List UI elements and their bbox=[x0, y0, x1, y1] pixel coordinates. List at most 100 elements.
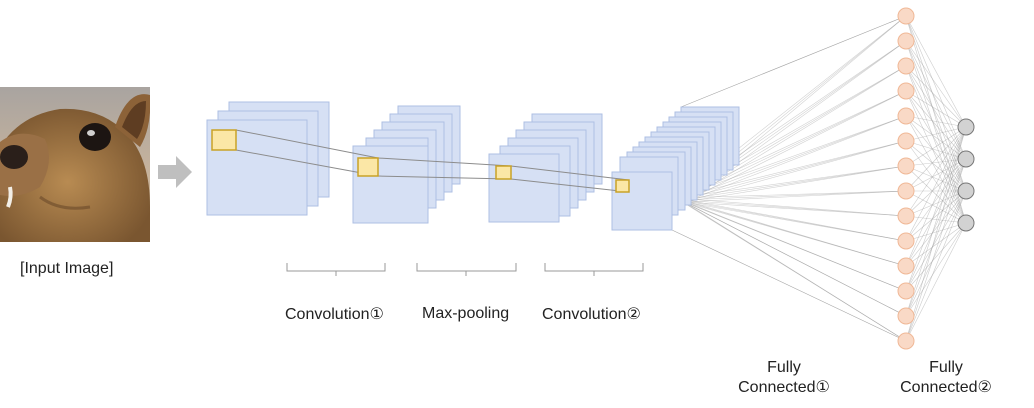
fc-connection-line bbox=[905, 15, 967, 224]
fc-connection-line bbox=[679, 190, 907, 201]
fc-connection-line bbox=[905, 15, 967, 160]
fc-connection-line bbox=[683, 201, 907, 292]
conv2-label: Convolution② bbox=[542, 306, 641, 323]
fc-connection-line bbox=[905, 90, 967, 192]
fc2-node bbox=[957, 214, 975, 232]
fc-connection-line bbox=[675, 197, 907, 242]
conv1-label: Convolution① bbox=[285, 306, 384, 323]
fc-connection-line bbox=[679, 199, 907, 217]
fc-connection-line bbox=[905, 190, 967, 267]
fc-connection-line bbox=[675, 197, 907, 292]
fc-edge-line bbox=[680, 15, 907, 108]
fc-connection-line bbox=[905, 190, 967, 217]
fc1-node bbox=[897, 282, 915, 300]
fc-connection-line bbox=[905, 158, 967, 242]
fc1-label-line2: Connected① bbox=[738, 379, 830, 396]
conv1-kernel bbox=[211, 129, 237, 151]
fc-connection-line bbox=[905, 165, 967, 192]
fc-connection-line bbox=[905, 158, 967, 342]
fc-connection-line bbox=[905, 65, 967, 224]
fc-connection-line bbox=[905, 126, 967, 317]
fc-connection-line bbox=[905, 126, 967, 292]
pool-kernel bbox=[357, 157, 379, 177]
fc-connection-line bbox=[905, 126, 967, 342]
fc-connection-line bbox=[683, 90, 907, 203]
conv2-bracket bbox=[544, 263, 644, 276]
fc-connection-line bbox=[905, 158, 967, 292]
fc-connection-line bbox=[675, 197, 907, 317]
fc1-node bbox=[897, 157, 915, 175]
fc1-node bbox=[897, 82, 915, 100]
fc-connection-line bbox=[683, 165, 907, 203]
fc-connection-line bbox=[683, 201, 907, 342]
fc-connection-line bbox=[905, 222, 967, 267]
fc-connection-line bbox=[679, 140, 907, 201]
fc-connection-line bbox=[679, 199, 907, 317]
fc-connection-line bbox=[905, 126, 967, 267]
fc-connection-line bbox=[683, 201, 907, 317]
fc2-nodes bbox=[957, 118, 975, 232]
fc2-label-line2: Connected② bbox=[900, 379, 992, 396]
fc-connection-line bbox=[683, 201, 907, 267]
fc-connection-line bbox=[905, 65, 967, 160]
conv2-map-front bbox=[488, 153, 560, 223]
fc-connection-line bbox=[905, 40, 967, 224]
fc-connection-line bbox=[679, 199, 907, 267]
fc-connection-line bbox=[905, 65, 967, 192]
input-image bbox=[0, 87, 150, 242]
fc-connection-line bbox=[905, 40, 967, 128]
fc-connection-line bbox=[905, 126, 967, 167]
fc-connection-line bbox=[675, 197, 907, 267]
conv1-feature-maps bbox=[206, 101, 330, 216]
fc2-label-line1: Fully bbox=[929, 359, 963, 376]
fc2-label: Fully Connected② bbox=[886, 358, 1006, 398]
fc-connection-line bbox=[905, 126, 967, 192]
fc-connection-line bbox=[905, 190, 967, 317]
fc-connection-line bbox=[905, 40, 967, 192]
fc-connection-line bbox=[905, 158, 967, 192]
fc-connection-line bbox=[683, 201, 907, 242]
conv1-bracket bbox=[286, 263, 386, 276]
fc-connection-line bbox=[905, 158, 967, 167]
fc-connection-line bbox=[905, 126, 967, 142]
fc-connection-line bbox=[675, 190, 907, 199]
fc1-node bbox=[897, 57, 915, 75]
fc-connection-line bbox=[905, 222, 967, 292]
final-kernel bbox=[615, 179, 630, 193]
fc1-node bbox=[897, 332, 915, 350]
kernel-lines bbox=[235, 129, 630, 193]
fc-connection-line bbox=[905, 222, 967, 342]
fc1-node bbox=[897, 307, 915, 325]
fc-connection-line bbox=[675, 197, 907, 217]
fc-connection-line bbox=[905, 190, 967, 242]
fc-connection-line bbox=[905, 90, 967, 224]
conv2-kernel bbox=[495, 165, 512, 180]
fc-connection-line bbox=[679, 165, 907, 201]
fc-connection-line bbox=[905, 115, 967, 224]
fc-connection-line bbox=[675, 140, 907, 199]
conv2-feature-maps bbox=[488, 113, 603, 223]
fc1-node bbox=[897, 132, 915, 150]
fc1-node bbox=[897, 107, 915, 125]
fc-connection-line bbox=[905, 158, 967, 267]
fc-connection-line bbox=[905, 65, 967, 128]
fc-connection-line bbox=[905, 90, 967, 128]
pool-bracket bbox=[416, 263, 517, 276]
fc1-node bbox=[897, 182, 915, 200]
fc-connection-line bbox=[905, 190, 967, 292]
fc-connection-line bbox=[905, 115, 967, 128]
input-image-label: [Input Image] bbox=[20, 260, 114, 277]
fc-connection-line bbox=[675, 197, 907, 342]
arrow-icon bbox=[158, 156, 192, 188]
fc-connection-line bbox=[905, 126, 967, 217]
fc-connection-line bbox=[905, 40, 967, 160]
fc-connection-line bbox=[905, 190, 967, 342]
fc1-node bbox=[897, 232, 915, 250]
fc2-node bbox=[957, 182, 975, 200]
fc-connection-line bbox=[905, 140, 967, 224]
fc-connection-line bbox=[679, 199, 907, 342]
fc-connection-line bbox=[905, 190, 967, 224]
fc1-nodes bbox=[897, 7, 915, 350]
